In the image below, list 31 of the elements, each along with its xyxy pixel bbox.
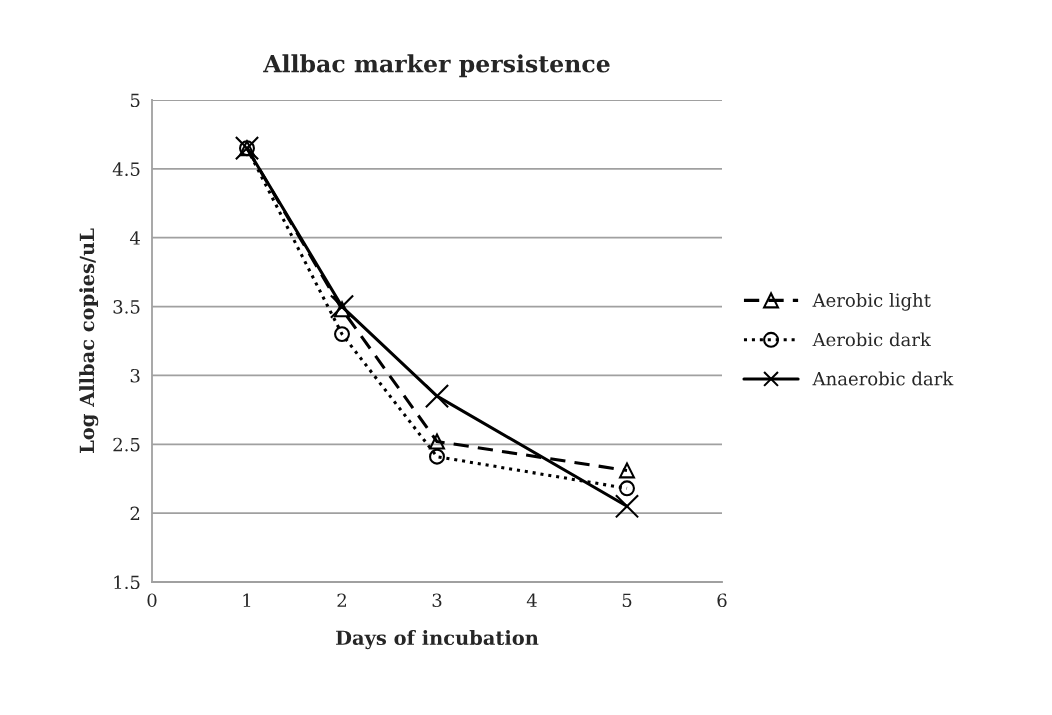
y-tick-label: 3 <box>130 368 140 383</box>
point <box>329 294 355 319</box>
legend-label: Aerobic dark <box>812 332 931 347</box>
y-tick-label: 4 <box>129 231 140 245</box>
legend-label: Anaerobic dark <box>812 371 954 386</box>
y-tick-label: 2.5 <box>113 437 140 452</box>
y-tick-label: 3.5 <box>113 300 140 314</box>
point <box>334 326 350 343</box>
x-tick-label: 1 <box>243 593 251 607</box>
x-tick-label: 4 <box>526 593 537 607</box>
point <box>619 462 635 479</box>
legend-label: Aerobic light <box>812 292 931 311</box>
point <box>614 494 640 519</box>
y-tick-label: 5 <box>130 93 140 108</box>
point <box>429 448 445 465</box>
x-axis-title: Days of incubation <box>336 630 539 650</box>
x-tick-label: 5 <box>622 593 632 608</box>
y-tick-label: 4.5 <box>112 162 140 176</box>
x-tick-label: 2 <box>337 593 346 607</box>
y-axis-title: Log Allbac copies/uL <box>79 228 99 453</box>
y-tick-label: 2 <box>130 506 140 520</box>
point <box>429 433 445 450</box>
point <box>619 480 635 497</box>
x-tick-label: 0 <box>147 593 157 608</box>
x-tick-label: 3 <box>432 593 442 608</box>
point <box>424 383 450 409</box>
x-tick-label: 6 <box>717 593 727 608</box>
y-tick-label: 1.5 <box>114 575 140 590</box>
point <box>239 140 255 157</box>
point <box>334 301 350 318</box>
chart-title: Allbac marker persistence <box>263 54 610 78</box>
